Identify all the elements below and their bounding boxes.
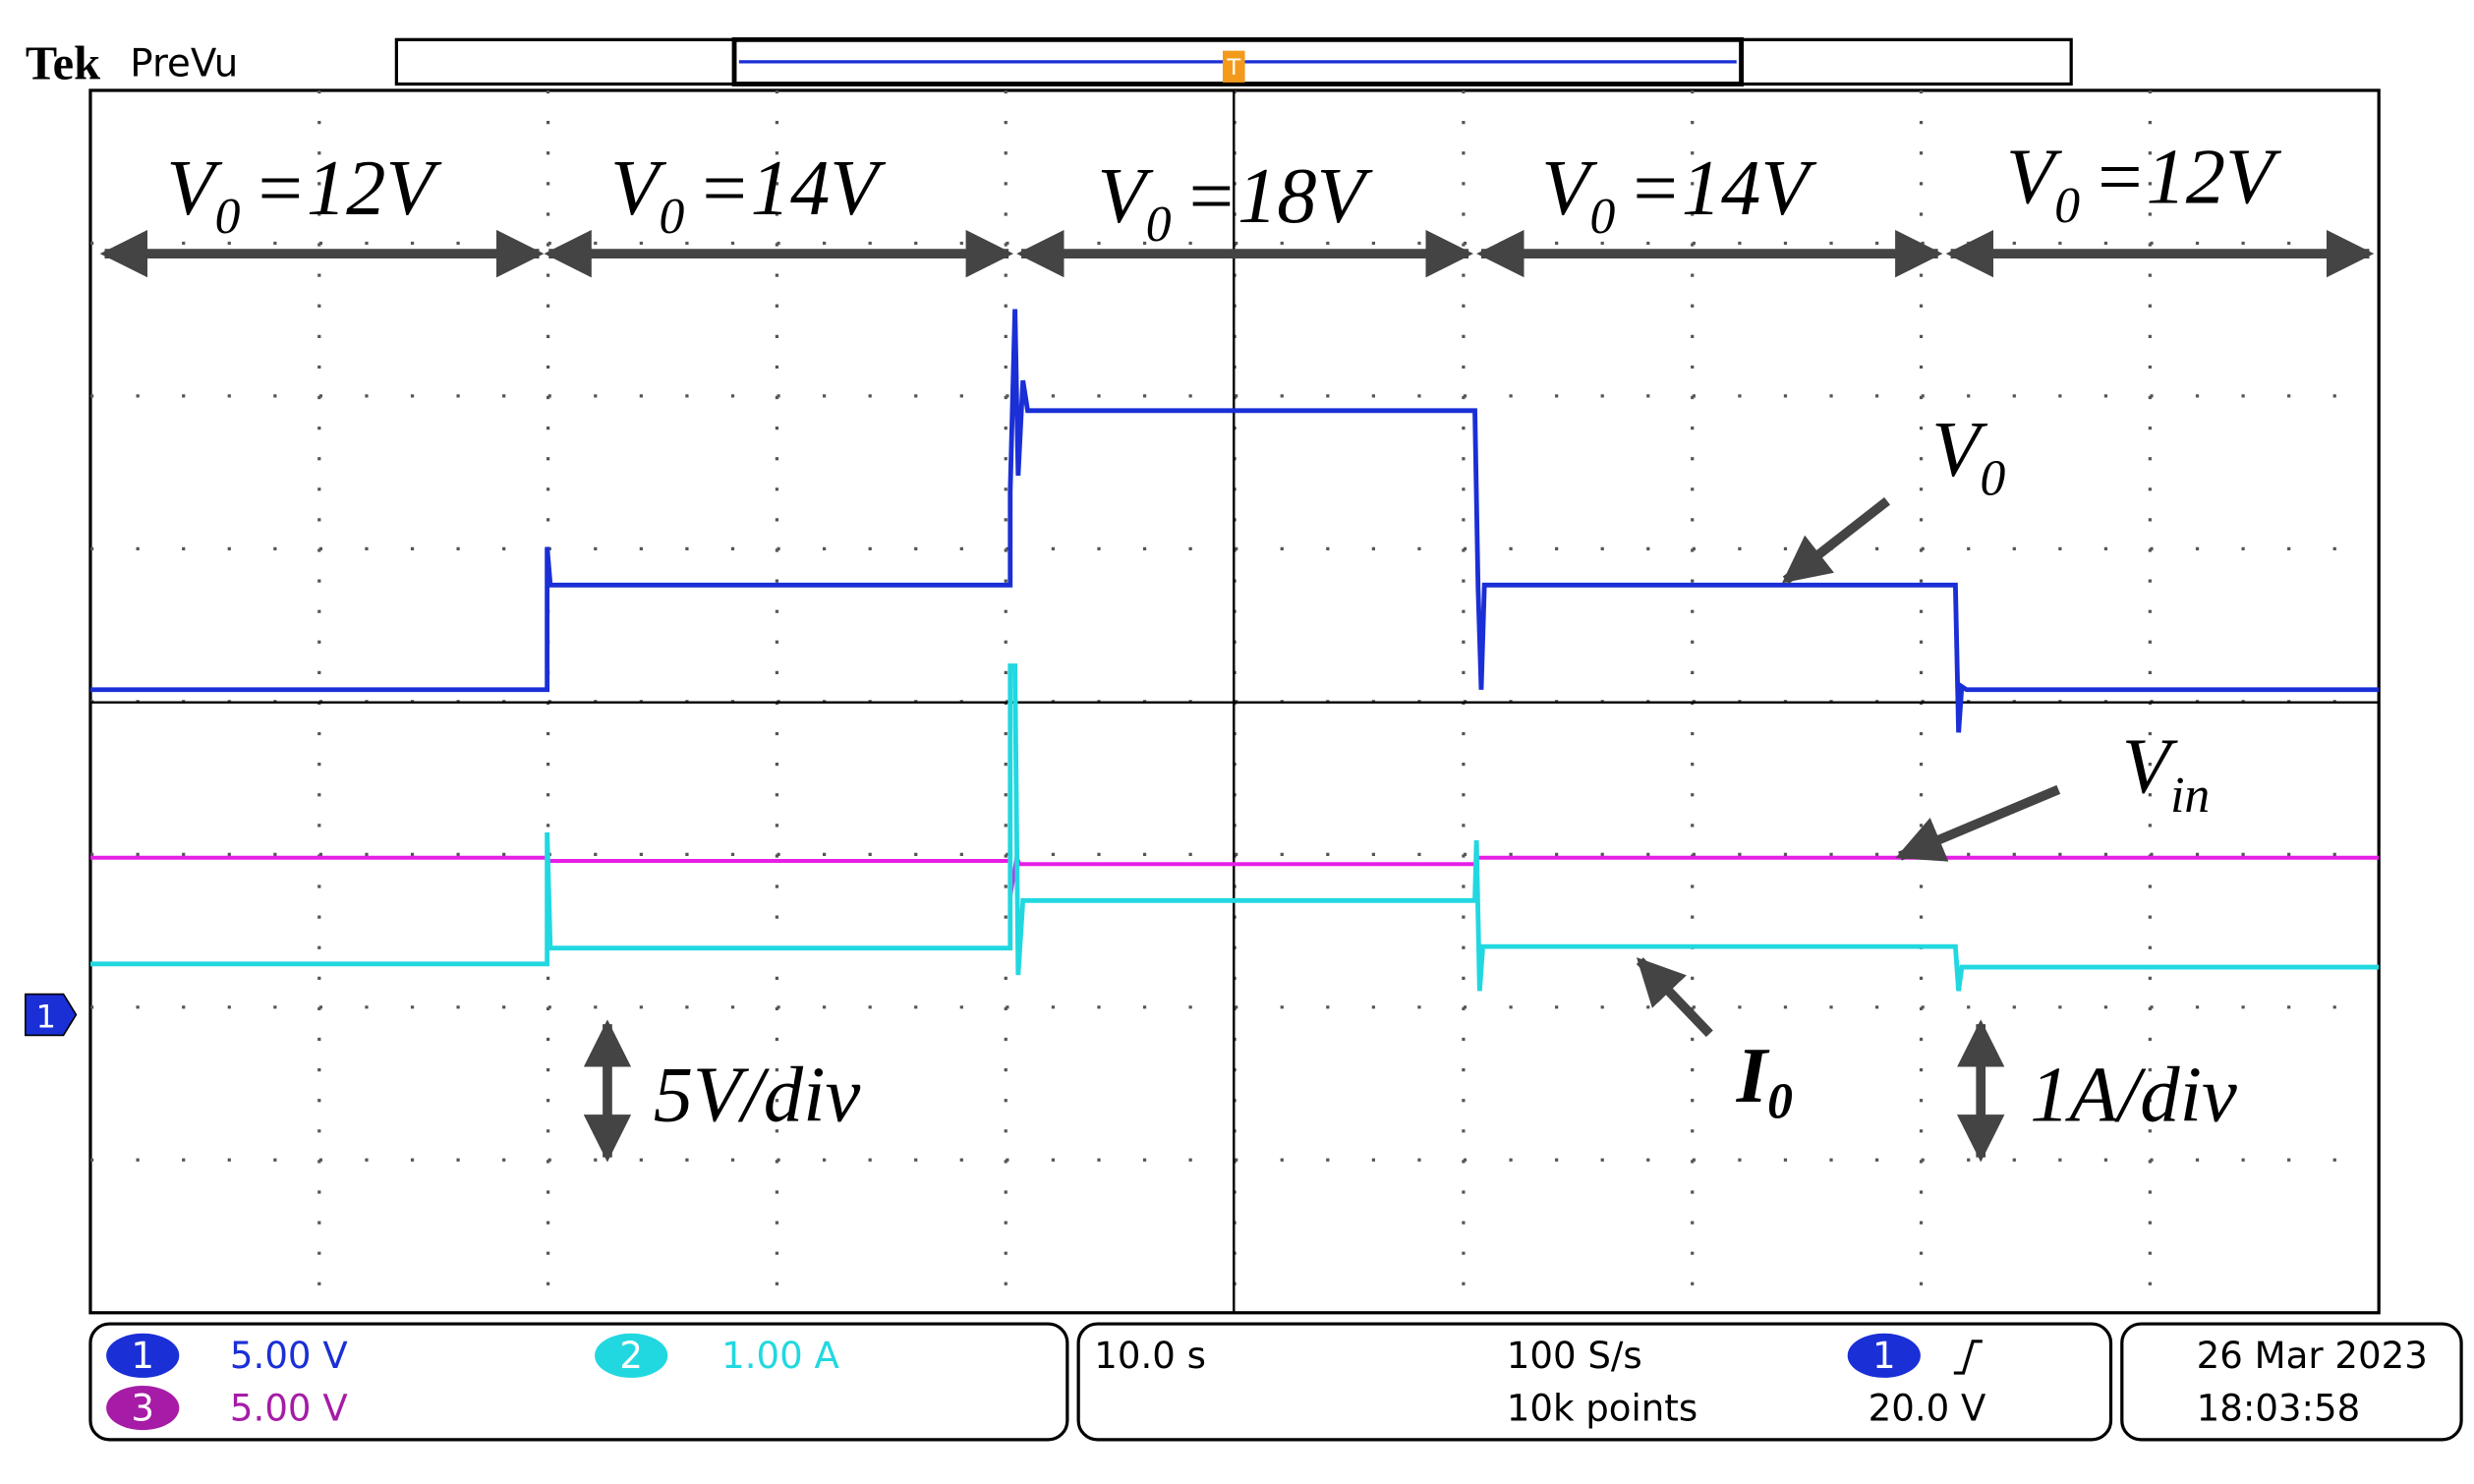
subscript: in <box>2170 768 2210 824</box>
datetime-panel <box>2120 1322 2463 1442</box>
trace-v0 <box>89 309 2380 733</box>
subscript: 0 <box>215 189 241 245</box>
ch2-badge <box>595 1333 668 1378</box>
segment-label: V0 =14V <box>610 144 887 245</box>
record-length: 10k points <box>1507 1387 1697 1429</box>
ch-scale: 5.00 V <box>230 1387 348 1429</box>
segment-label: V0 =14V <box>1541 144 1817 245</box>
subscript: 0 <box>1767 1073 1793 1129</box>
symbol: I <box>1736 1032 1770 1119</box>
arrow <box>1781 496 1890 585</box>
ch1-badge <box>106 1333 180 1378</box>
ch-scale: 5.00 V <box>230 1335 348 1377</box>
vin-label: Vin <box>2122 723 2210 824</box>
subscript: 0 <box>659 189 684 245</box>
ground-marker-label: 1 <box>36 998 57 1035</box>
value: =12V <box>2093 134 2282 221</box>
symbol: V <box>2122 723 2179 811</box>
mode: PreVu <box>130 41 238 86</box>
segment-labels: V0 =12V V0 =14V V0 =18V V0 =14V V0 =12V <box>166 134 2282 254</box>
segment-label: V0 =12V <box>166 144 442 245</box>
symbol: V <box>1931 406 1988 493</box>
symbol: V <box>1541 144 1598 232</box>
date: 26 Mar 2023 <box>2197 1335 2428 1377</box>
segment-label: V0 =12V <box>2006 134 2282 234</box>
subscript: 0 <box>2054 178 2080 234</box>
slope-icon <box>1953 1340 1983 1375</box>
channel-panel <box>88 1322 1069 1442</box>
arrow <box>1895 784 2061 862</box>
value: =18V <box>1184 152 1374 240</box>
subscript: 0 <box>1980 450 2005 506</box>
segment-label: V0 =18V <box>1098 152 1374 253</box>
pointer-arrows <box>1636 496 2061 1038</box>
arrow <box>1636 957 1713 1038</box>
subscript: 0 <box>1146 197 1172 253</box>
ch3-badge <box>106 1385 180 1431</box>
value: =12V <box>253 144 442 232</box>
ch-scale: 1.00 A <box>721 1335 839 1377</box>
current-scale: 1A/div <box>2030 1052 2237 1139</box>
trigger-badge <box>1847 1333 1921 1378</box>
ch-number: 2 <box>619 1335 643 1377</box>
voltage-scale: 5V/div <box>654 1052 861 1139</box>
trigger-marker-label: T <box>1226 55 1240 81</box>
v0-label: V0 <box>1931 406 2005 506</box>
subscript: 0 <box>1590 189 1616 245</box>
value: =14V <box>697 144 887 232</box>
trigger-level: 20.0 V <box>1869 1387 1986 1429</box>
trigger-source: 1 <box>1872 1335 1896 1377</box>
ch-number: 1 <box>131 1335 154 1377</box>
brand: Tek <box>26 38 100 90</box>
ground-marker <box>25 993 78 1037</box>
i0-label: I0 <box>1736 1032 1793 1129</box>
timebase: 10.0 s <box>1094 1335 1206 1377</box>
value: =14V <box>1628 144 1817 232</box>
symbol: V <box>1098 152 1155 240</box>
symbol: V <box>610 144 667 232</box>
segment-arrows <box>99 229 2375 1163</box>
ch-number: 3 <box>131 1387 154 1429</box>
trace-i0 <box>89 663 2380 992</box>
trigger-marker <box>1222 50 1245 83</box>
symbol: V <box>166 144 223 232</box>
symbol: V <box>2006 134 2063 221</box>
time: 18:03:58 <box>2197 1387 2361 1429</box>
sample-rate: 100 S/s <box>1507 1335 1642 1377</box>
